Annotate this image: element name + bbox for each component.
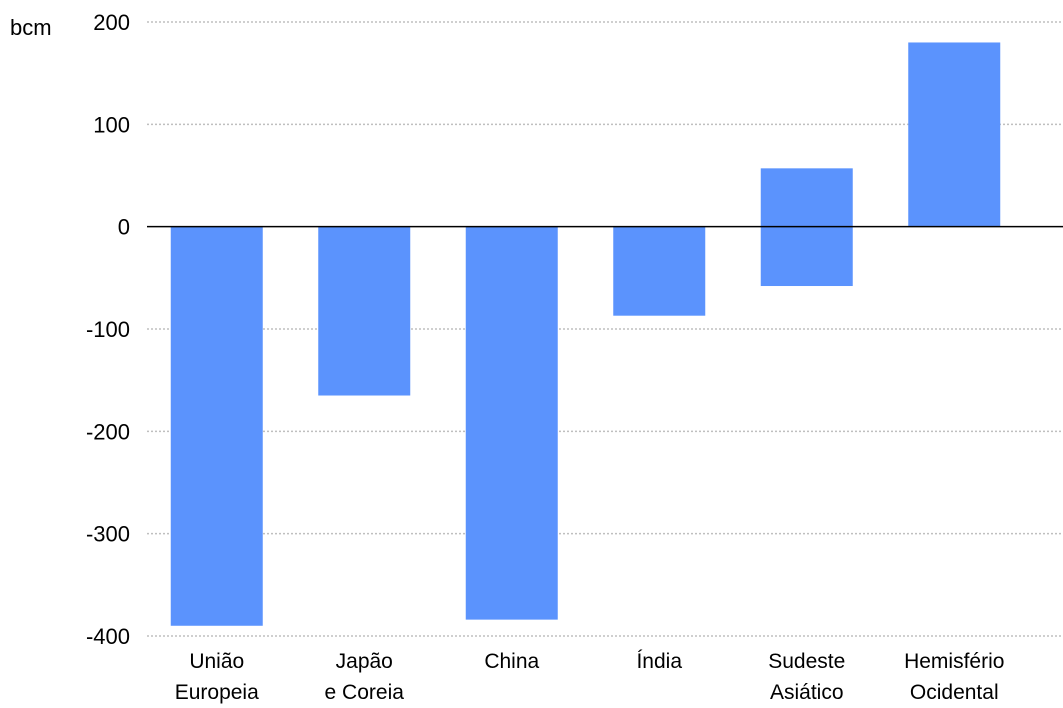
x-category-label: Sudeste bbox=[768, 650, 845, 673]
bar bbox=[318, 226, 411, 396]
x-category-label: Asiático bbox=[770, 681, 844, 704]
y-tick-label: -100 bbox=[86, 317, 130, 342]
y-tick-label: -300 bbox=[86, 522, 130, 547]
bar bbox=[760, 226, 853, 287]
x-category-label: China bbox=[484, 650, 539, 673]
bars bbox=[170, 42, 1001, 626]
y-unit-label: bcm bbox=[10, 15, 52, 40]
x-category-label: Ocidental bbox=[910, 681, 999, 704]
x-category-label: Japão bbox=[336, 650, 393, 673]
x-category-label: e Coreia bbox=[325, 681, 405, 704]
x-category-labels: União Europeia Japão e Coreia China Índia Sude… bbox=[175, 650, 1005, 704]
y-tick-labels: -400 -300 -200 -100 0 100 200 bbox=[86, 10, 130, 649]
y-tick-label: -200 bbox=[86, 419, 130, 444]
y-tick-label: 100 bbox=[93, 112, 130, 137]
x-category-label: União bbox=[189, 650, 244, 673]
x-category-label: Europeia bbox=[175, 681, 259, 704]
y-tick-label: 0 bbox=[118, 215, 130, 240]
bar bbox=[613, 226, 706, 316]
x-category-label: Hemisfério bbox=[904, 650, 1004, 673]
gridlines bbox=[147, 21, 1063, 637]
bar bbox=[465, 226, 558, 620]
y-tick-label: -400 bbox=[86, 624, 130, 649]
bar bbox=[760, 168, 853, 227]
y-tick-label: 200 bbox=[93, 10, 130, 35]
bar bbox=[908, 42, 1001, 227]
bar bbox=[170, 226, 263, 626]
x-category-label: Índia bbox=[636, 650, 682, 673]
